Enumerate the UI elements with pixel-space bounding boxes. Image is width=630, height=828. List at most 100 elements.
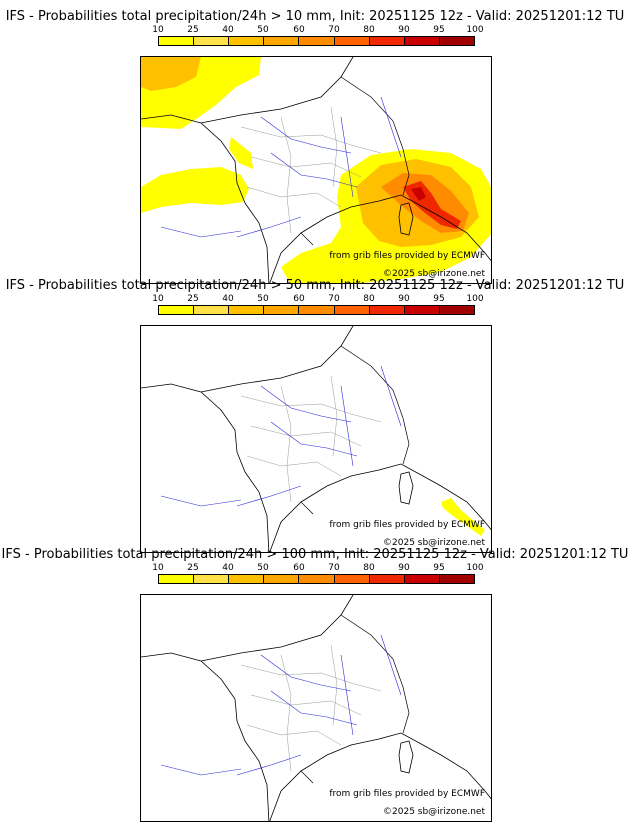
map-svg — [141, 595, 491, 821]
colorbar-label: 80 — [363, 563, 375, 573]
coastline — [141, 114, 270, 283]
panel-title: IFS - Probabilities total precipitation/… — [5, 278, 625, 293]
colorbar-segment — [194, 575, 230, 583]
colorbar-label: 60 — [293, 25, 305, 35]
copyright-credit: ©2025 sb@irizone.net — [383, 538, 485, 548]
colorbar-label: 40 — [222, 25, 234, 35]
colorbar-segment — [264, 37, 300, 45]
coastline-mediterranean — [269, 732, 491, 821]
colorbar-segment — [229, 306, 265, 314]
colorbar-label: 50 — [257, 563, 269, 573]
colorbar-label: 60 — [293, 294, 305, 304]
panel-10mm: IFS - Probabilities total precipitation/… — [0, 8, 630, 284]
panel-50mm: IFS - Probabilities total precipitation/… — [0, 277, 630, 553]
colorbar-segment — [299, 575, 335, 583]
grib-credit: from grib files provided by ECMWF — [329, 520, 485, 530]
colorbar-segment — [369, 575, 405, 583]
colorbar-segment — [229, 37, 265, 45]
colorbar-segment — [439, 306, 474, 314]
coastline — [141, 383, 270, 552]
colorbar-segment — [194, 37, 230, 45]
colorbar-segment — [439, 575, 474, 583]
colorbar-label: 100 — [466, 294, 484, 304]
colorbar-segment — [159, 575, 195, 583]
map-frame: from grib files provided by ECMWF ©2025 … — [140, 56, 492, 284]
corsica-outline — [398, 202, 414, 236]
map-frame: from grib files provided by ECMWF ©2025 … — [140, 325, 492, 553]
precip-area-channel — [229, 137, 253, 169]
panel-100mm: IFS - Probabilities total precipitation/… — [0, 546, 630, 822]
map-svg — [141, 57, 491, 283]
rivers — [160, 634, 402, 776]
colorbar-segment — [229, 575, 265, 583]
colorbar-label: 70 — [328, 294, 340, 304]
colorbar-segment — [159, 306, 195, 314]
colorbar-segment — [194, 306, 230, 314]
colorbar-labels: 10 25 40 50 60 70 80 90 95 100 — [152, 563, 490, 573]
grib-credit: from grib files provided by ECMWF — [329, 251, 485, 261]
map-svg — [141, 326, 491, 552]
colorbar-label: 10 — [152, 25, 164, 35]
colorbar-labels: 10 25 40 50 60 70 80 90 95 100 — [152, 25, 490, 35]
colorbar-label: 60 — [293, 563, 305, 573]
colorbar-label: 95 — [433, 25, 445, 35]
rivers — [160, 96, 402, 238]
country-borders — [300, 614, 410, 784]
rivers — [160, 365, 402, 507]
colorbar-label: 100 — [466, 25, 484, 35]
colorbar-label: 80 — [363, 25, 375, 35]
coastline-channel — [200, 595, 354, 662]
precip-area-southeast-peak — [411, 187, 426, 201]
colorbar-segment — [334, 37, 370, 45]
colorbar — [158, 305, 475, 315]
colorbar-label: 25 — [187, 294, 199, 304]
panel-title: IFS - Probabilities total precipitation/… — [5, 9, 625, 24]
precip-area-northwest-core — [141, 57, 201, 91]
colorbar-label: 10 — [152, 563, 164, 573]
copyright-credit: ©2025 sb@irizone.net — [383, 269, 485, 279]
precip-area-southeast — [441, 498, 485, 536]
colorbar — [158, 36, 475, 46]
colorbar-label: 25 — [187, 25, 199, 35]
colorbar-segment — [404, 575, 440, 583]
colorbar — [158, 574, 475, 584]
country-borders — [300, 345, 410, 515]
coastline — [141, 652, 270, 821]
coastline-mediterranean — [269, 194, 491, 283]
colorbar-label: 95 — [433, 563, 445, 573]
colorbar-segment — [264, 306, 300, 314]
colorbar-segment — [404, 306, 440, 314]
copyright-credit: ©2025 sb@irizone.net — [383, 807, 485, 817]
colorbar-label: 50 — [257, 294, 269, 304]
colorbar-label: 70 — [328, 25, 340, 35]
grib-credit: from grib files provided by ECMWF — [329, 789, 485, 799]
precip-area-west — [141, 167, 249, 213]
corsica-outline — [398, 471, 414, 505]
colorbar-segment — [264, 575, 300, 583]
colorbar-segment — [369, 306, 405, 314]
colorbar-segment — [159, 37, 195, 45]
region-boundaries — [240, 375, 382, 503]
region-boundaries — [240, 644, 382, 772]
colorbar-label: 10 — [152, 294, 164, 304]
colorbar-segment — [334, 306, 370, 314]
country-borders — [300, 76, 410, 246]
colorbar-segment — [439, 37, 474, 45]
coastline-channel — [200, 57, 354, 124]
colorbar-segment — [334, 575, 370, 583]
colorbar-label: 100 — [466, 563, 484, 573]
colorbar-label: 90 — [398, 25, 410, 35]
colorbar-segment — [299, 306, 335, 314]
colorbar-label: 80 — [363, 294, 375, 304]
colorbar-label: 40 — [222, 563, 234, 573]
colorbar-label: 90 — [398, 563, 410, 573]
colorbar-label: 40 — [222, 294, 234, 304]
colorbar-label: 50 — [257, 25, 269, 35]
panel-title: IFS - Probabilities total precipitation/… — [1, 547, 629, 562]
coastline-channel — [200, 326, 354, 393]
colorbar-segment — [369, 37, 405, 45]
colorbar-label: 95 — [433, 294, 445, 304]
corsica-outline — [398, 740, 414, 774]
colorbar-label: 70 — [328, 563, 340, 573]
region-boundaries — [240, 106, 382, 234]
